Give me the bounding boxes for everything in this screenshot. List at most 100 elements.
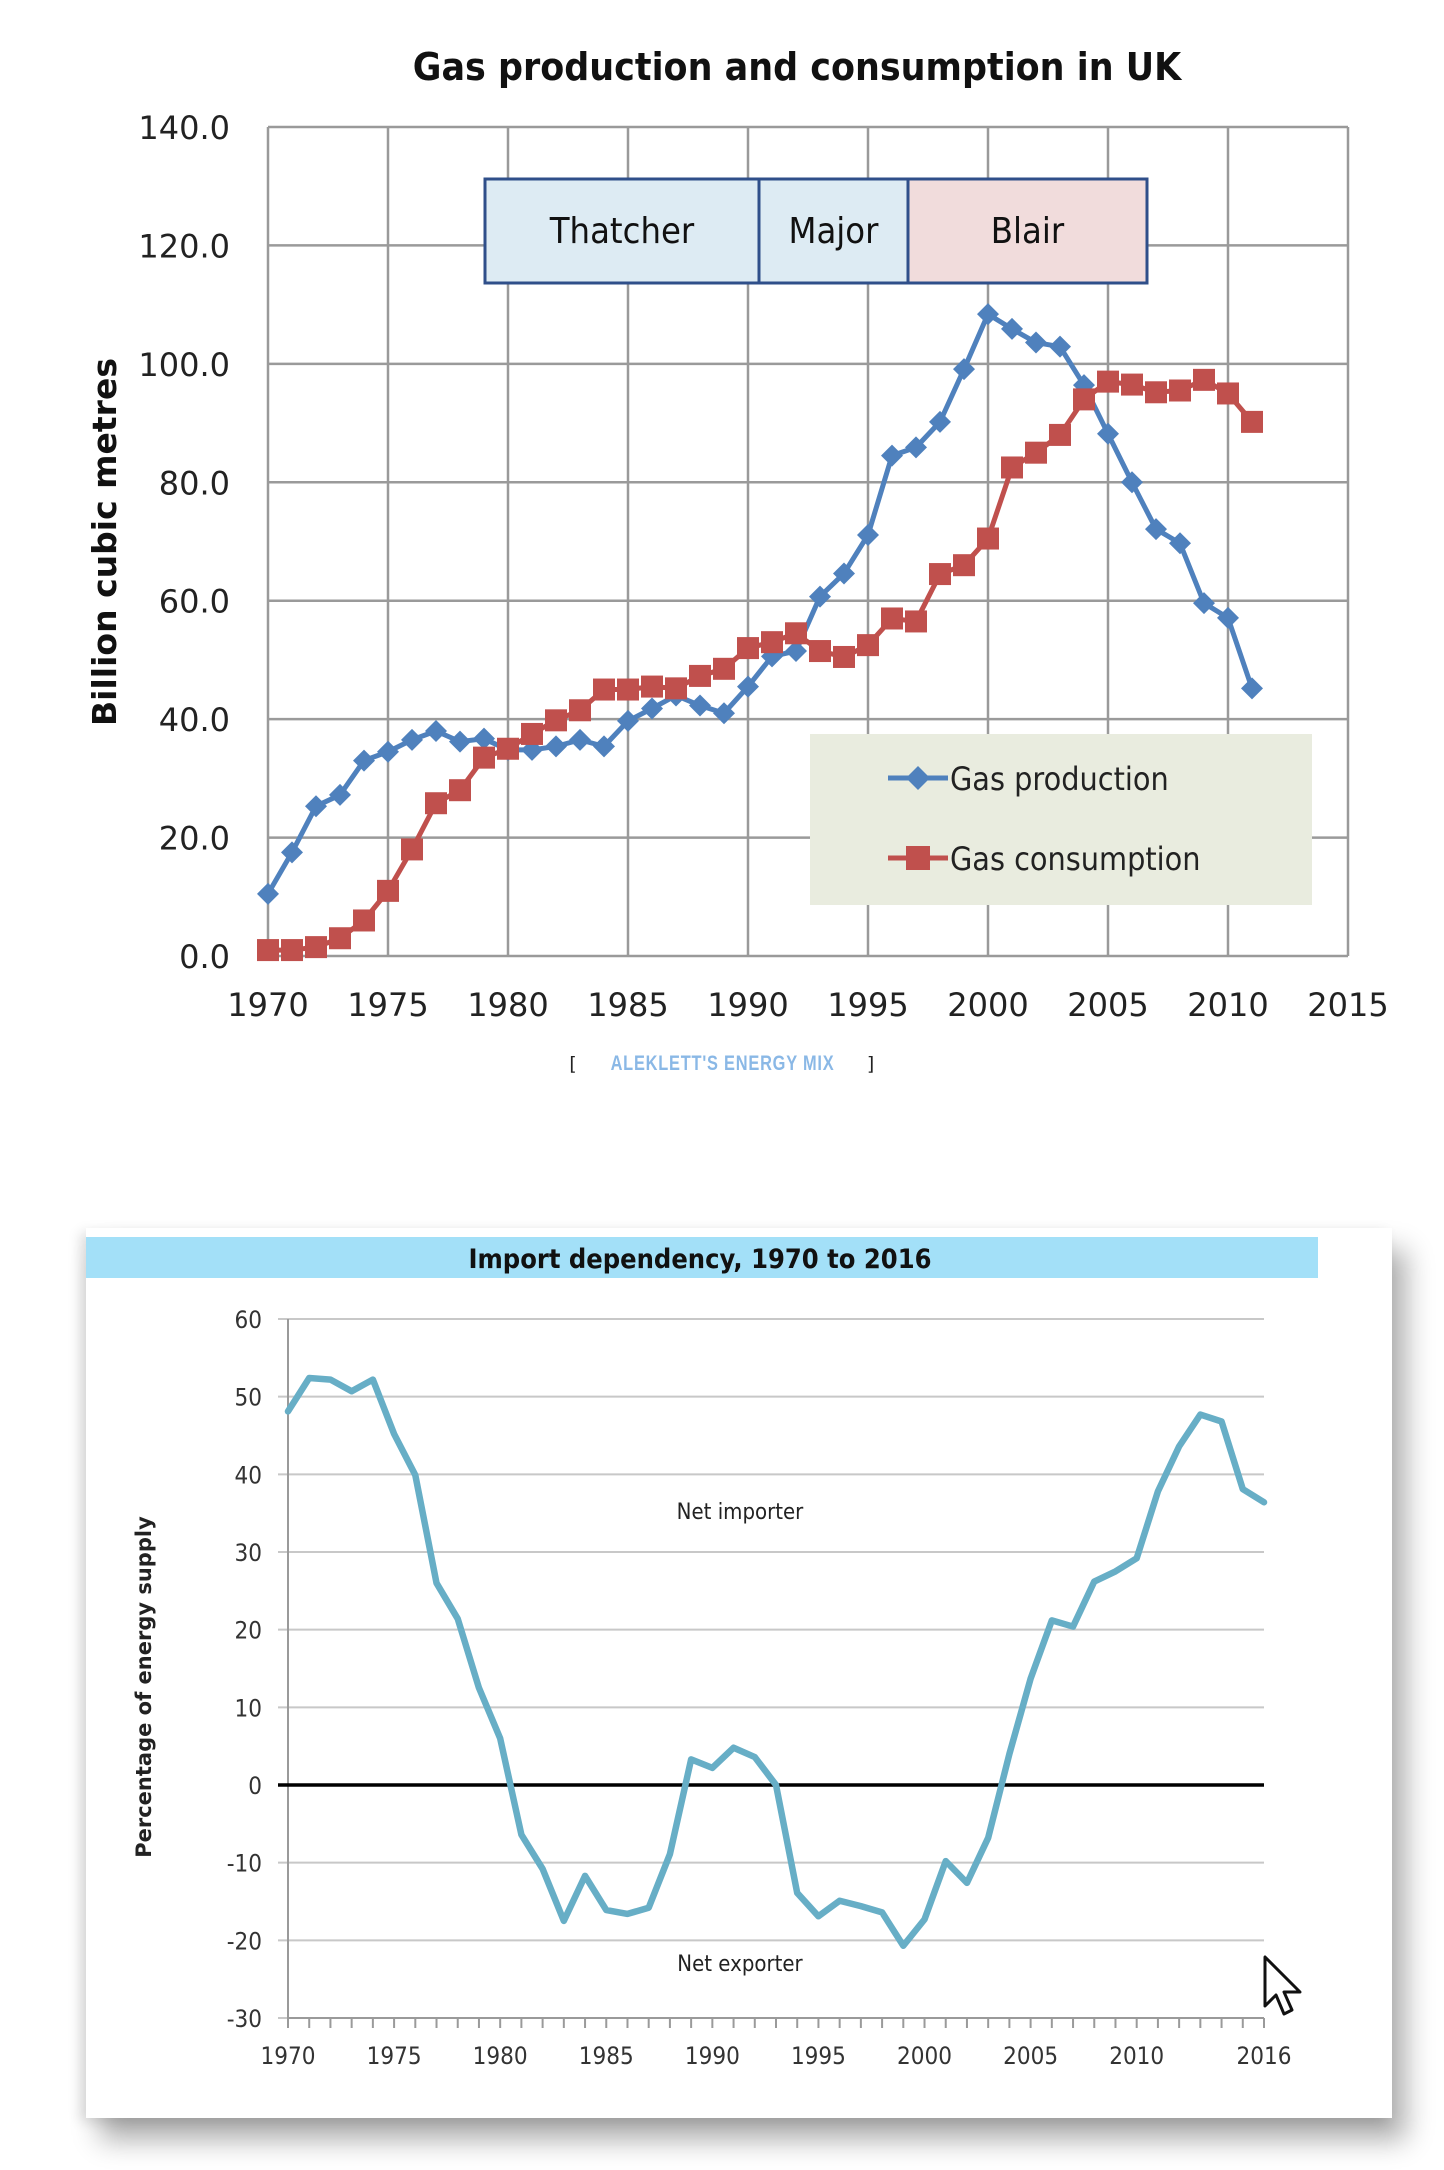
chart1-x-tick-label: 1985 [587, 986, 668, 1024]
chart1-y-axis-label: Billion cubic metres [85, 358, 124, 726]
consumption-data-point [401, 838, 423, 861]
consumption-data-point [1025, 441, 1047, 464]
production-data-point [425, 719, 447, 742]
production-data-point [305, 795, 327, 818]
chart1-x-tick-label: 2000 [947, 986, 1028, 1024]
chart1-y-tick-label: 0.0 [179, 938, 230, 976]
consumption-data-point [833, 645, 855, 668]
production-data-point [953, 358, 975, 381]
source-attribution: [ ALEKLETT'S ENERGY MIX] [0, 1052, 1444, 1076]
attribution-close-bracket: ] [865, 1053, 878, 1075]
production-data-point [737, 675, 759, 698]
consumption-data-point [593, 678, 615, 701]
consumption-data-point [569, 699, 591, 722]
consumption-data-point [617, 678, 639, 701]
chart1-legend: Gas production Gas consumption [810, 734, 1312, 905]
consumption-data-point [665, 677, 687, 700]
legend-production-marker-icon [906, 766, 930, 790]
consumption-data-point [473, 746, 495, 769]
chart1-x-tick-label: 2015 [1307, 986, 1388, 1024]
consumption-data-point [857, 634, 879, 657]
production-data-point [569, 728, 591, 751]
chart1-x-tick-label: 1995 [827, 986, 908, 1024]
production-data-point [1121, 471, 1143, 494]
consumption-data-point [257, 939, 279, 962]
production-data-point [401, 728, 423, 751]
pm-regime-bar: Thatcher Major Blair [483, 177, 1149, 285]
legend-production-label: Gas production [950, 762, 1169, 799]
chart1-y-tick-labels: 0.0 20.0 40.0 60.0 80.0 100.0 120.0 140.0 [138, 109, 230, 976]
chart1-y-tick-label: 120.0 [138, 227, 230, 265]
consumption-data-point [545, 709, 567, 732]
attribution-link[interactable]: ALEKLETT'S ENERGY MIX [610, 1052, 834, 1075]
chart1-x-tick-labels: 1970 1975 1980 1985 1990 1995 2000 2005 2010 2015 [227, 986, 1388, 1024]
consumption-data-point [1169, 379, 1191, 402]
production-data-point [905, 436, 927, 459]
consumption-data-point [977, 527, 999, 550]
production-data-point [1193, 592, 1215, 615]
production-data-point [329, 783, 351, 806]
import-dependency-card [86, 1228, 1392, 2118]
consumption-data-point [281, 939, 303, 962]
chart1-y-tick-label: 80.0 [159, 464, 230, 502]
production-data-point [929, 410, 951, 433]
production-data-point [377, 740, 399, 763]
consumption-data-point [1217, 382, 1239, 405]
production-data-point [1049, 335, 1071, 358]
production-data-point [593, 735, 615, 758]
chart1-y-tick-label: 40.0 [159, 701, 230, 739]
consumption-data-point [905, 610, 927, 633]
production-data-point [545, 735, 567, 758]
consumption-data-point [353, 909, 375, 932]
chart1-y-tick-label: 140.0 [138, 109, 230, 147]
production-data-point [641, 697, 663, 720]
production-data-point [809, 585, 831, 608]
consumption-data-point [329, 927, 351, 950]
production-data-point [473, 727, 495, 750]
production-data-point [1217, 606, 1239, 629]
regime-label-major: Major [789, 210, 880, 252]
legend-consumption-marker-icon [906, 846, 930, 870]
consumption-data-point [1001, 456, 1023, 479]
gas-production-consumption-chart: Gas production and consumption in UK 0.0… [85, 45, 1389, 1024]
chart1-x-tick-label: 1980 [467, 986, 548, 1024]
chart1-x-tick-label: 1970 [227, 986, 308, 1024]
production-data-point [1169, 532, 1191, 555]
legend-consumption-label: Gas consumption [950, 842, 1201, 879]
consumption-data-point [377, 879, 399, 902]
consumption-data-point [689, 664, 711, 687]
chart1-y-tick-label: 60.0 [159, 583, 230, 621]
production-data-point [1001, 317, 1023, 340]
production-data-point [785, 640, 807, 663]
consumption-data-point [1145, 381, 1167, 404]
chart1-x-tick-label: 1975 [347, 986, 428, 1024]
production-data-point [257, 882, 279, 905]
production-data-point [1241, 677, 1263, 700]
attribution-open-bracket: [ [566, 1053, 579, 1075]
consumption-data-point [497, 737, 519, 760]
chart1-x-tick-label: 2010 [1187, 986, 1268, 1024]
consumption-data-point [1121, 373, 1143, 396]
production-data-point [1025, 331, 1047, 354]
production-data-point [1145, 518, 1167, 541]
chart1-x-tick-label: 1990 [707, 986, 788, 1024]
production-data-point [833, 562, 855, 585]
production-data-point [857, 523, 879, 546]
consumption-data-point [809, 640, 831, 663]
consumption-data-point [929, 563, 951, 586]
consumption-data-point [305, 936, 327, 959]
production-data-point [713, 702, 735, 725]
production-data-point [881, 444, 903, 467]
consumption-data-point [641, 675, 663, 698]
consumption-data-point [881, 607, 903, 630]
regime-label-blair: Blair [991, 210, 1065, 252]
mouse-cursor-icon [1263, 1955, 1302, 2016]
chart1-series [257, 303, 1263, 962]
consumption-data-point [713, 657, 735, 680]
regime-box-blair [906, 177, 1149, 285]
chart1-y-tick-label: 100.0 [138, 346, 230, 384]
consumption-data-point [1073, 388, 1095, 411]
chart1-y-tick-label: 20.0 [159, 820, 230, 858]
consumption-data-point [953, 554, 975, 577]
regime-box-major [757, 177, 910, 285]
